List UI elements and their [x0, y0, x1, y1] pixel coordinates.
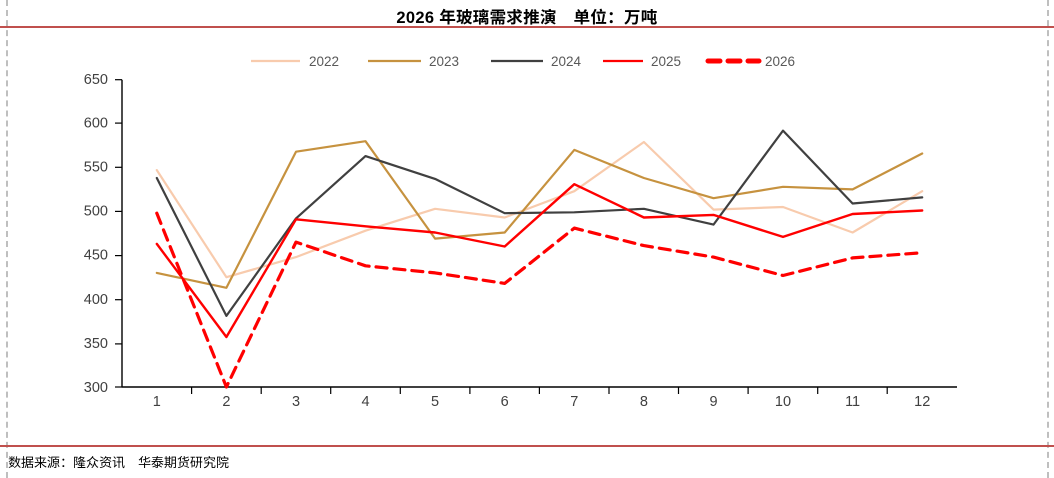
svg-text:4: 4: [361, 394, 369, 410]
svg-text:550: 550: [84, 160, 108, 176]
svg-text:8: 8: [640, 394, 648, 410]
svg-text:450: 450: [84, 248, 108, 264]
svg-text:300: 300: [84, 380, 108, 396]
svg-text:3: 3: [292, 394, 300, 410]
svg-text:7: 7: [570, 394, 578, 410]
svg-text:600: 600: [84, 116, 108, 132]
svg-text:500: 500: [84, 204, 108, 220]
svg-text:5: 5: [431, 394, 439, 410]
svg-text:11: 11: [845, 394, 860, 410]
svg-text:2: 2: [222, 394, 230, 410]
svg-text:10: 10: [775, 394, 791, 410]
svg-text:12: 12: [914, 394, 930, 410]
svg-text:1: 1: [153, 394, 161, 410]
svg-text:350: 350: [84, 336, 108, 352]
svg-text:9: 9: [709, 394, 717, 410]
svg-text:650: 650: [84, 72, 108, 88]
svg-text:400: 400: [84, 292, 108, 308]
svg-text:6: 6: [501, 394, 509, 410]
